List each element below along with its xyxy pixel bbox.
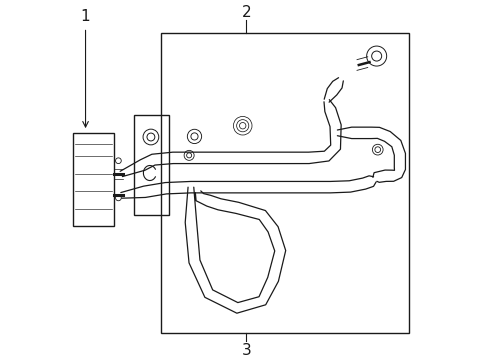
Circle shape <box>371 51 381 61</box>
Circle shape <box>366 46 386 66</box>
Circle shape <box>372 144 382 155</box>
Circle shape <box>186 153 191 158</box>
Circle shape <box>115 195 121 201</box>
Circle shape <box>187 129 201 144</box>
Circle shape <box>374 147 380 153</box>
Text: 2: 2 <box>241 5 250 20</box>
Text: 3: 3 <box>241 343 251 357</box>
Bar <box>73 133 114 226</box>
Circle shape <box>190 133 198 140</box>
Circle shape <box>147 133 155 141</box>
Circle shape <box>184 150 194 160</box>
Text: 1: 1 <box>81 9 90 24</box>
Bar <box>134 115 169 215</box>
Circle shape <box>115 158 121 163</box>
Bar <box>160 33 408 333</box>
Circle shape <box>143 129 159 145</box>
